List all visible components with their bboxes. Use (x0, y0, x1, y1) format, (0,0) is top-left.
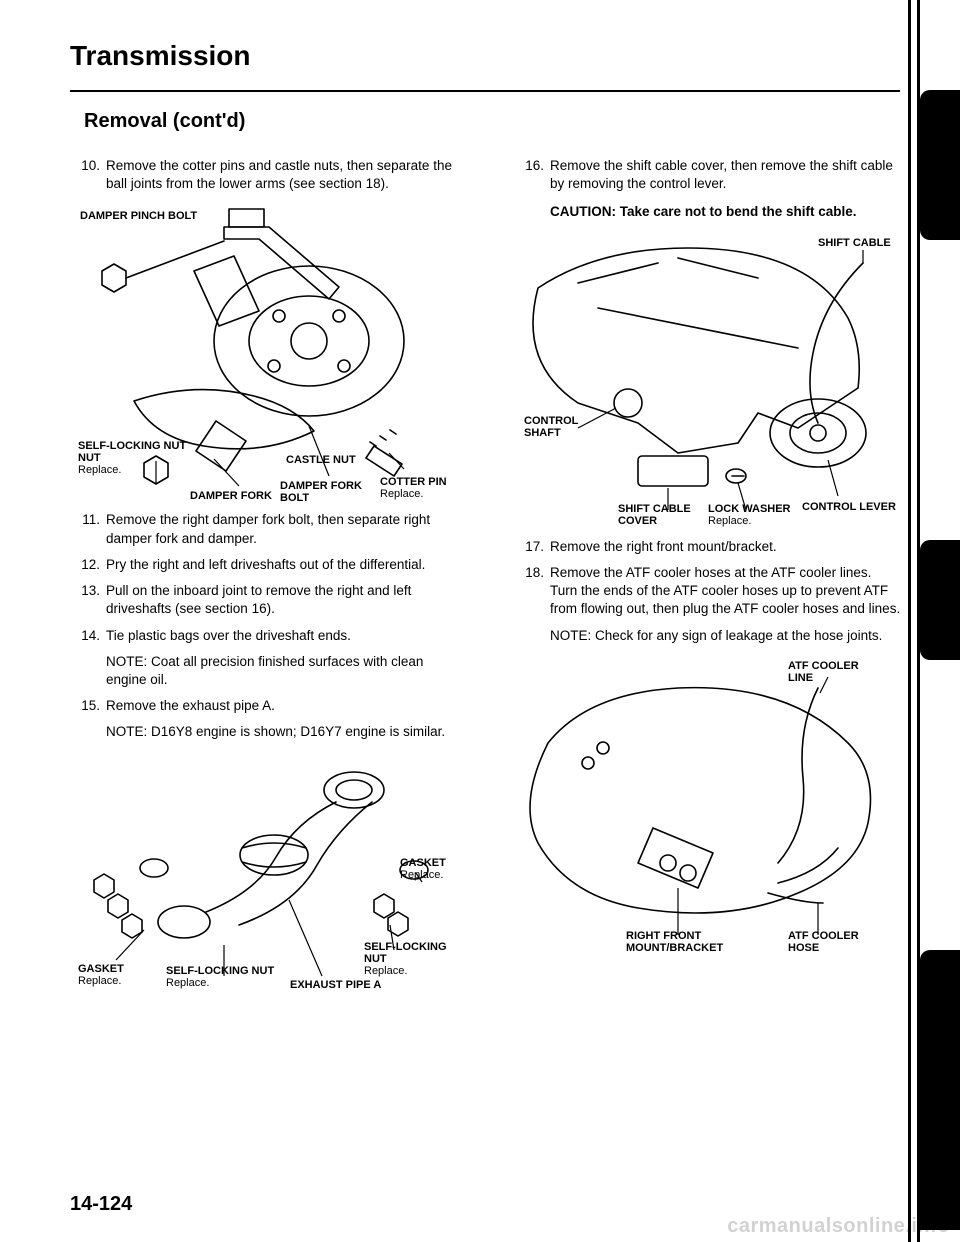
step-text: Pull on the inboard joint to remove the … (106, 582, 458, 618)
callout-shift-cable: SHIFT CABLE (818, 237, 891, 249)
callout-selflock-right-2: NUT (364, 953, 387, 965)
step-17: 17. Remove the right front mount/bracket… (522, 538, 902, 556)
callout-cotter-pin-sub: Replace. (380, 488, 423, 500)
note-coat-oil: NOTE: Coat all precision finished surfac… (106, 653, 458, 689)
callout-selflock-right-1: SELF-LOCKING (364, 941, 447, 953)
callout-cotter-pin: COTTER PIN (380, 476, 447, 488)
callout-self-locking-nut: SELF-LOCKING NUT (78, 440, 186, 452)
figure-damper-fork: DAMPER PINCH BOLT SELF-LOCKING NUT NUT R… (74, 201, 454, 501)
callout-damper-fork-bolt-2: BOLT (280, 492, 309, 501)
step-text: Remove the cotter pins and castle nuts, … (106, 157, 458, 193)
callout-control-shaft-1: CONTROL (524, 415, 579, 427)
callout-gasket-left: GASKET (78, 963, 124, 975)
caution-shift-cable: CAUTION: Take care not to bend the shift… (550, 203, 902, 221)
callout-self-locking-nut-line2: NUT (78, 452, 101, 464)
callout-atf-cooler-hose-2: HOSE (788, 942, 819, 953)
step-number: 16. (522, 157, 550, 193)
step-text: Remove the right damper fork bolt, then … (106, 511, 458, 547)
callout-selflock-left-sub: Replace. (166, 977, 209, 989)
callout-selflock-right-sub: Replace. (364, 965, 407, 977)
callout-rf-mount-1: RIGHT FRONT (626, 930, 701, 942)
step-number: 13. (78, 582, 106, 618)
callout-lock-washer: LOCK WASHER (708, 503, 791, 515)
step-10: 10. Remove the cotter pins and castle nu… (78, 157, 458, 193)
callout-gasket-right: GASKET (400, 857, 446, 869)
callout-shift-cable-cover-1: SHIFT CABLE (618, 503, 691, 515)
step-text: Remove the right front mount/bracket. (550, 538, 902, 556)
step-text: Pry the right and left driveshafts out o… (106, 556, 458, 574)
figure-shift-cable: SHIFT CABLE CONTROL SHAFT SHIFT CABLE CO… (518, 228, 898, 528)
callout-control-lever: CONTROL LEVER (802, 501, 896, 513)
step-16: 16. Remove the shift cable cover, then r… (522, 157, 902, 193)
callout-self-locking-nut-sub: Replace. (78, 464, 121, 476)
step-number: 14. (78, 627, 106, 645)
step-number: 12. (78, 556, 106, 574)
caution-text: Take care not to bend the shift cable. (620, 204, 857, 219)
step-text: Remove the shift cable cover, then remov… (550, 157, 902, 193)
step-14: 14. Tie plastic bags over the driveshaft… (78, 627, 458, 645)
callout-exhaust-pipe-a: EXHAUST PIPE A (290, 979, 381, 990)
step-13: 13. Pull on the inboard joint to remove … (78, 582, 458, 618)
callout-atf-cooler-line-2: LINE (788, 672, 813, 684)
step-12: 12. Pry the right and left driveshafts o… (78, 556, 458, 574)
callout-gasket-right-sub: Replace. (400, 869, 443, 881)
step-text: Tie plastic bags over the driveshaft end… (106, 627, 458, 645)
note-engine-variant: NOTE: D16Y8 engine is shown; D16Y7 engin… (106, 723, 458, 741)
callout-gasket-left-sub: Replace. (78, 975, 121, 987)
callout-rf-mount-2: MOUNT/BRACKET (626, 942, 723, 953)
callout-control-shaft-2: SHAFT (524, 427, 561, 439)
step-number: 17. (522, 538, 550, 556)
page-number: 14-124 (70, 1193, 132, 1216)
step-18: 18. Remove the ATF cooler hoses at the A… (522, 564, 902, 619)
step-number: 18. (522, 564, 550, 619)
step-11: 11. Remove the right damper fork bolt, t… (78, 511, 458, 547)
callout-atf-cooler-hose-1: ATF COOLER (788, 930, 859, 942)
callout-lock-washer-sub: Replace. (708, 515, 751, 527)
callout-damper-pinch-bolt: DAMPER PINCH BOLT (80, 210, 197, 222)
callout-selflock-left: SELF-LOCKING NUT (166, 965, 274, 977)
figure-exhaust-pipe: GASKET Replace. SELF-LOCKING NUT Replace… (74, 750, 454, 990)
callout-damper-fork-bolt-1: DAMPER FORK (280, 480, 362, 492)
step-number: 10. (78, 157, 106, 193)
figure-atf-cooler: ATF COOLER LINE RIGHT FRONT MOUNT/BRACKE… (518, 653, 898, 953)
callout-damper-fork: DAMPER FORK (190, 490, 272, 501)
step-number: 15. (78, 697, 106, 715)
step-number: 11. (78, 511, 106, 547)
step-text: Remove the exhaust pipe A. (106, 697, 458, 715)
callout-shift-cable-cover-2: COVER (618, 515, 657, 527)
watermark: carmanualsonline.info (717, 1211, 960, 1242)
title-rule (70, 90, 900, 92)
note-leak-check: NOTE: Check for any sign of leakage at t… (550, 627, 902, 645)
caution-label: CAUTION: (550, 204, 616, 219)
callout-castle-nut: CASTLE NUT (286, 454, 356, 466)
callout-atf-cooler-line-1: ATF COOLER (788, 660, 859, 672)
step-text: Remove the ATF cooler hoses at the ATF c… (550, 564, 902, 619)
section-title: Removal (cont'd) (84, 110, 900, 133)
page-title: Transmission (70, 40, 900, 72)
step-15: 15. Remove the exhaust pipe A. (78, 697, 458, 715)
